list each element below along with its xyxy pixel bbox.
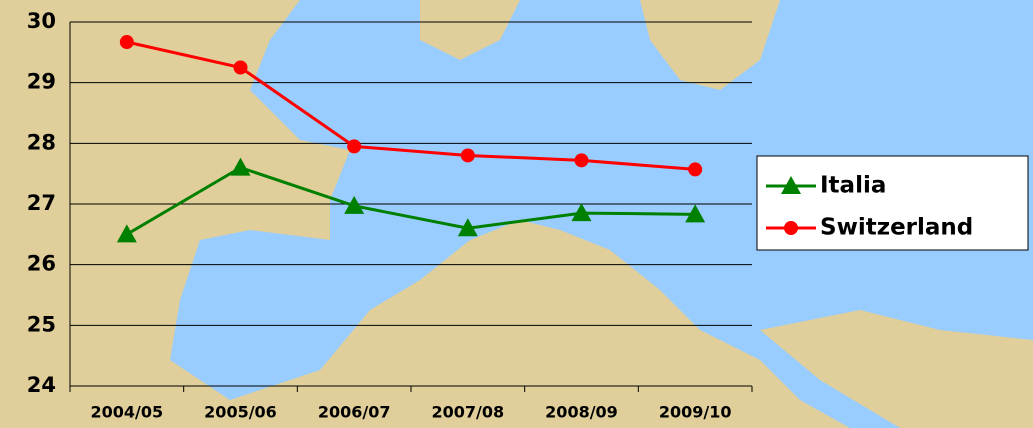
y-tick-label: 30 (27, 9, 56, 33)
data-point (230, 157, 251, 176)
data-point (344, 195, 365, 214)
data-point (688, 162, 703, 177)
x-tick-label: 2006/07 (318, 403, 391, 422)
legend-label: Italia (820, 173, 886, 199)
y-tick-label: 29 (27, 70, 56, 94)
data-point (116, 224, 137, 243)
y-tick-label: 28 (27, 130, 56, 154)
data-point (347, 139, 362, 154)
legend-label: Switzerland (820, 215, 973, 241)
y-tick-label: 24 (27, 373, 56, 397)
x-tick-label: 2005/06 (204, 403, 277, 422)
x-tick-label: 2008/09 (545, 403, 618, 422)
data-point (571, 203, 592, 222)
x-tick-label: 2007/08 (432, 403, 505, 422)
series-line (126, 40, 696, 171)
y-tick-label: 26 (27, 252, 56, 276)
data-point (233, 60, 248, 75)
legend-box (756, 155, 1029, 251)
data-point (457, 218, 478, 237)
series-line (126, 165, 696, 236)
legend-marker (781, 176, 801, 194)
data-point (685, 204, 706, 223)
data-point (460, 148, 475, 163)
x-tick-label: 2009/10 (659, 403, 732, 422)
data-point (119, 35, 134, 50)
data-point (574, 153, 589, 168)
x-tick-label: 2004/05 (91, 403, 164, 422)
legend-marker (784, 221, 798, 235)
y-tick-label: 25 (27, 312, 56, 336)
y-tick-label: 27 (27, 191, 56, 215)
